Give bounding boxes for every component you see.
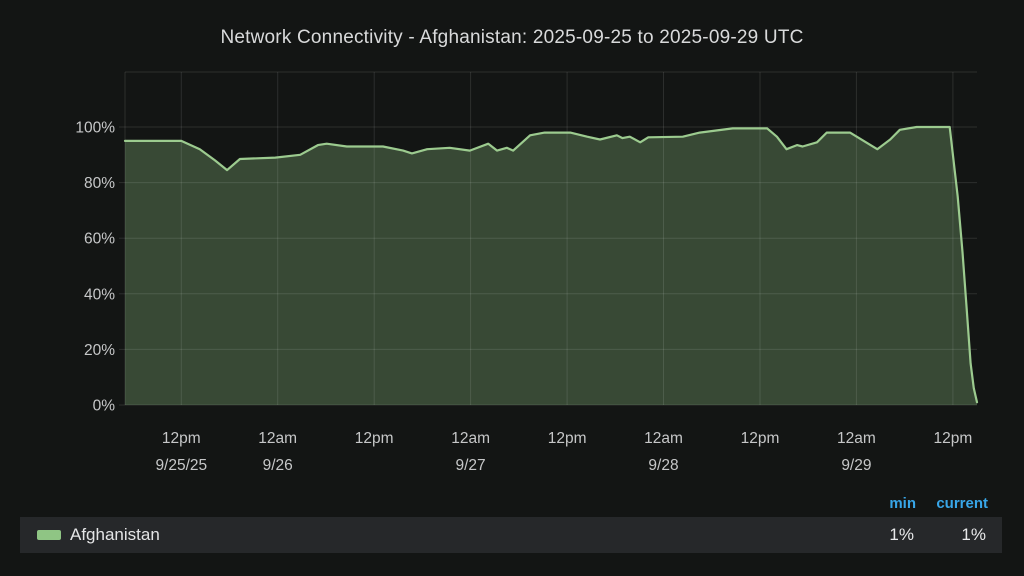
y-tick-label-40: 40% <box>84 286 115 303</box>
x-tick-time-label: 12pm <box>934 430 973 447</box>
x-tick-time-label: 12am <box>451 430 490 447</box>
y-tick-label-20: 20% <box>84 342 115 359</box>
x-tick-date-label: 9/26 <box>263 457 293 474</box>
x-tick-time-label: 12pm <box>741 430 780 447</box>
x-tick-time-label: 12pm <box>548 430 587 447</box>
legend-column-header-current[interactable]: current <box>936 495 988 512</box>
y-tick-label-80: 80% <box>84 175 115 192</box>
x-tick-time-label: 12pm <box>355 430 394 447</box>
x-tick-date-label: 9/28 <box>648 457 678 474</box>
x-tick-time-label: 12pm <box>162 430 201 447</box>
timeseries-chart[interactable]: 0% 20% 40% 60% 80% 100% 12pm 9/25/25 12am 9/26 12p… <box>0 0 1024 492</box>
panel-title: Network Connectivity - Afghanistan: 2025… <box>220 27 804 48</box>
legend-current-value: 1% <box>961 525 986 544</box>
y-tick-label-100: 100% <box>75 120 115 137</box>
y-tick-label-0: 0% <box>93 398 116 415</box>
series-color-swatch-icon <box>37 530 61 540</box>
x-tick-date-label: 9/25/25 <box>155 457 207 474</box>
legend-series-afghanistan[interactable]: Afghanistan <box>20 525 160 545</box>
x-tick-time-label: 12am <box>258 430 297 447</box>
y-tick-label-60: 60% <box>84 231 115 248</box>
legend-series-label: Afghanistan <box>70 525 160 544</box>
afghanistan-series-area <box>125 127 977 405</box>
x-tick-time-label: 12am <box>644 430 683 447</box>
legend-column-header-min[interactable]: min <box>889 495 916 512</box>
afghanistan-series-line[interactable] <box>123 125 979 404</box>
x-tick-time-label: 12am <box>837 430 876 447</box>
x-tick-date-label: 9/27 <box>456 457 486 474</box>
x-tick-date-label: 9/29 <box>841 457 871 474</box>
legend-row: Afghanistan 1% 1% <box>20 517 1002 553</box>
legend-min-value: 1% <box>889 525 914 544</box>
